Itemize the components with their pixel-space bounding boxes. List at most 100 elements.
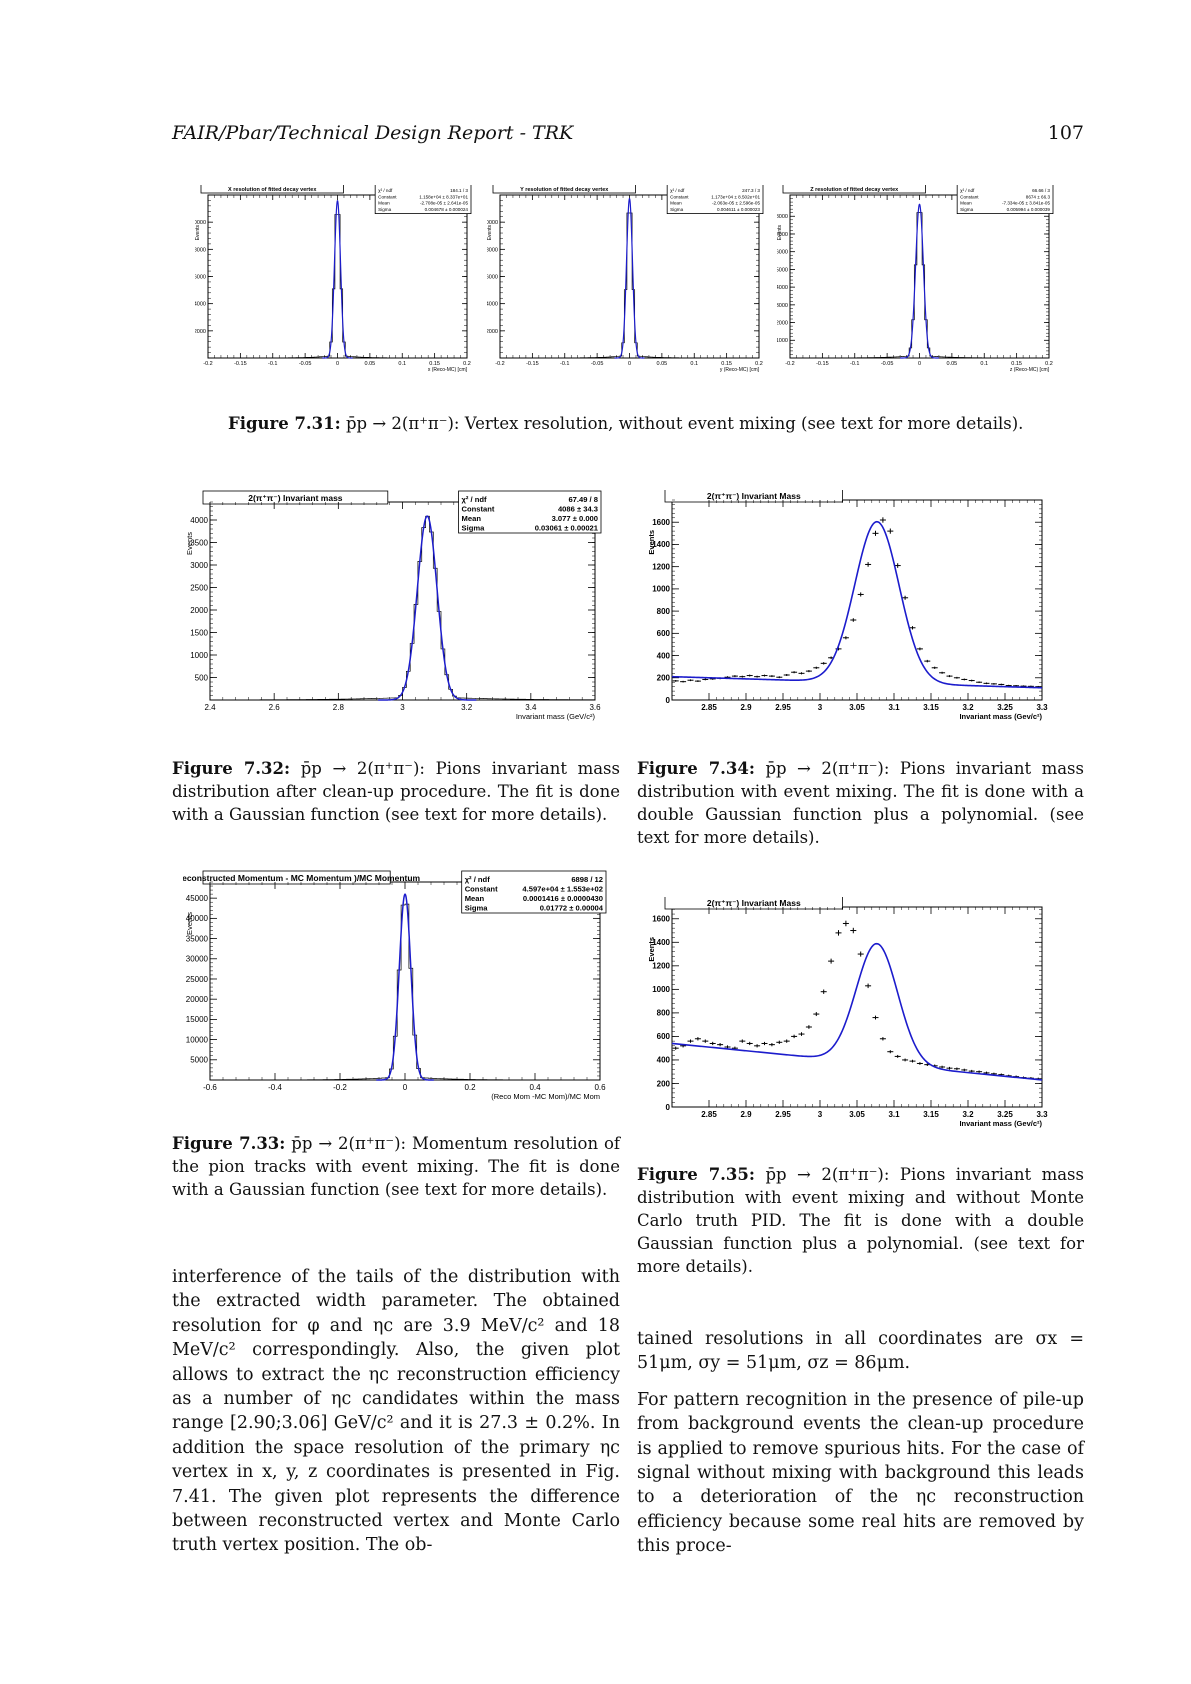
data-point: [953, 1067, 960, 1071]
y-tick-label: 1200: [652, 562, 670, 571]
data-point: [820, 662, 827, 665]
paragraph: interference of the tails of the distrib…: [172, 1267, 620, 1556]
y-tick-label: 5000: [190, 1056, 208, 1065]
y-axis-label: Events: [777, 225, 783, 241]
stats-value: 0.03061 ± 0.00021: [535, 524, 599, 533]
stats-value: 247.3 / 3: [742, 188, 760, 193]
data-point: [857, 592, 864, 597]
x-tick-label: 3.6: [589, 703, 601, 712]
chart-title: 2(π⁺π⁻) Invariant Mass: [707, 898, 801, 908]
x-tick-label: 0.2: [464, 1083, 476, 1092]
caption-fig-7-32: Figure 7.32: p̄p → 2(π⁺π⁻): Pions invari…: [172, 757, 620, 826]
stats-value: 0.0001416 ± 0.0000430: [523, 894, 603, 903]
x-tick-label: 0.05: [947, 361, 958, 367]
data-point: [746, 1041, 753, 1046]
x-tick-label: 0.1: [398, 361, 406, 367]
y-axis-label: Events: [195, 225, 201, 241]
stats-value: -7.334e-05 ± 3.841e-05: [1002, 201, 1050, 206]
data-point: [968, 1069, 975, 1073]
y-axis-label: Events: [647, 530, 656, 555]
chart-title-box: X resolution of fitted decay vertex: [200, 185, 344, 194]
histogram-bars: [789, 212, 1050, 359]
data-point: [902, 595, 909, 600]
y-tick-label: 10000: [195, 220, 206, 226]
title-frame: [664, 897, 844, 910]
y-tick-label: 600: [657, 1032, 671, 1041]
chart-title: 2(π⁺π⁻) Invariant mass: [248, 493, 343, 503]
y-tick-label: 3500: [190, 538, 208, 547]
data-point: [702, 678, 709, 681]
data-point: [739, 1039, 746, 1043]
caption-label: Figure 7.33:: [172, 1134, 286, 1153]
y-tick-label: 1500: [190, 628, 208, 637]
x-tick-label: -0.15: [526, 361, 539, 367]
y-tick-label: 1000: [652, 985, 670, 994]
y-tick-label: 1000: [190, 651, 208, 660]
paragraph: For pattern recognition in the presence …: [637, 1389, 1084, 1557]
data-point: [768, 675, 775, 678]
data-point: [768, 1043, 775, 1047]
x-tick-label: 3.3: [1036, 703, 1048, 712]
data-point: [680, 680, 687, 683]
chart-title-box: Z resolution of fitted decay vertex: [782, 185, 926, 194]
y-tick-label: 6000: [777, 250, 788, 256]
chart-title: X resolution of fitted decay vertex: [228, 187, 317, 193]
data-point: [909, 1059, 916, 1063]
x-axis-label: z (Reco-MC) [cm]: [1010, 367, 1050, 373]
x-tick-label: 0: [336, 361, 339, 367]
data-point: [805, 670, 812, 673]
y-tick-label: 2000: [195, 329, 206, 335]
x-tick-label: -0.2: [785, 361, 794, 367]
data-point: [783, 1039, 790, 1043]
histogram-bars: [207, 214, 468, 359]
histogram-bars: [209, 903, 601, 1081]
caption-label: Figure 7.35:: [637, 1165, 755, 1184]
x-tick-label: 3.25: [997, 703, 1013, 712]
x-tick-label: 2.6: [269, 703, 281, 712]
y-tick-label: 8000: [195, 247, 206, 253]
data-point: [872, 1015, 879, 1020]
data-point: [894, 1054, 901, 1058]
data-point: [754, 675, 761, 678]
y-tick-label: 4000: [777, 285, 788, 291]
y-tick-label: 6000: [487, 274, 498, 280]
data-point: [791, 1034, 798, 1039]
y-tick-label: 1200: [652, 962, 670, 971]
stats-label: Sigma: [670, 207, 683, 212]
stats-value: 8674 ± 66.3: [1026, 194, 1051, 199]
x-tick-label: 3.4: [525, 703, 537, 712]
title-frame: [492, 185, 636, 194]
x-tick-label: -0.2: [495, 361, 504, 367]
y-tick-label: 0: [666, 1103, 671, 1112]
y-tick-label: 800: [657, 1009, 671, 1018]
stats-value: 0.005994 ± 0.000039: [1007, 207, 1051, 212]
data-point: [939, 671, 946, 674]
data-point: [865, 562, 872, 567]
y-tick-label: 8000: [487, 247, 498, 253]
data-point: [820, 989, 827, 994]
histogram-bars: [499, 212, 760, 359]
data-point: [894, 563, 901, 568]
x-tick-label: -0.6: [203, 1083, 217, 1092]
x-tick-label: 3.2: [461, 703, 473, 712]
data-point: [776, 1040, 783, 1044]
gaussian-fit-curve: [614, 197, 645, 359]
y-tick-label: 1400: [652, 938, 670, 947]
x-tick-label: -0.1: [268, 361, 277, 367]
y-tick-label: 400: [657, 651, 671, 660]
stats-value: 1.173e+04 ± 8.502e+01: [711, 194, 760, 199]
y-tick-label: 2000: [487, 329, 498, 335]
y-tick-label: 4000: [190, 516, 208, 525]
y-axis-label: Events: [647, 937, 656, 962]
stats-value: -2.063e-05 ± 2.596e-05: [712, 201, 760, 206]
y-tick-label: 5000: [777, 267, 788, 273]
data-point: [990, 683, 997, 685]
data-point: [798, 672, 805, 675]
chart-title: Z resolution of fitted decay vertex: [810, 187, 899, 193]
data-point: [717, 1043, 724, 1047]
data-point: [813, 666, 820, 669]
y-tick-label: 1600: [652, 518, 670, 527]
data-point: [976, 681, 983, 684]
x-tick-label: -0.1: [850, 361, 859, 367]
chart-invariant-mass-cleanup: 2(π⁺π⁻) Invariant mass Events 2.4 2.6 2.8 3 3.…: [183, 490, 603, 730]
